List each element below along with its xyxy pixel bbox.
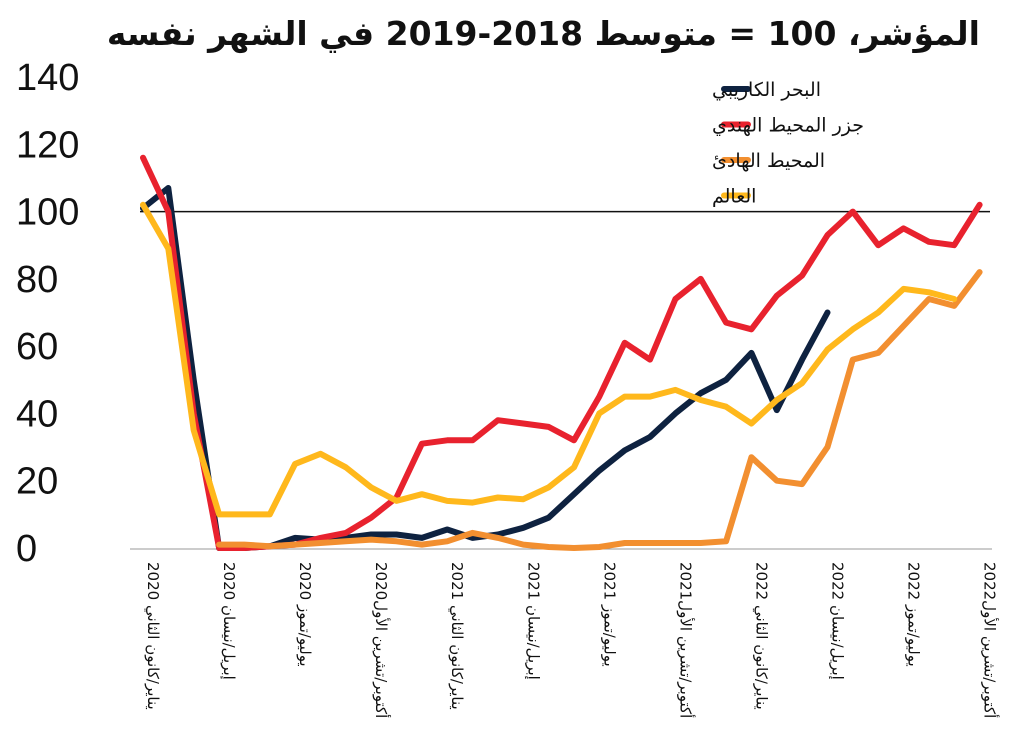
- y-tick-label: 120: [16, 124, 79, 166]
- x-tick-label: أكتوبر/تشرين الأول2020: [372, 562, 391, 718]
- legend-label: المحيط الهادئ: [712, 150, 825, 172]
- y-axis: 0 20 40 60 80 100 120 140: [16, 57, 79, 570]
- x-tick-label: أكتوبر/تشرين الأول2021: [676, 562, 695, 718]
- x-tick-label: إبريل/نيسان 2020: [220, 562, 238, 680]
- chart-title: المؤشر، 100 = متوسط 2018-2019 في الشهر ن…: [106, 14, 980, 53]
- y-tick-label: 20: [16, 461, 58, 503]
- legend-label: البحر الكاريبي: [712, 79, 821, 101]
- legend-label: العالم: [712, 186, 756, 208]
- series-line: [140, 185, 831, 551]
- series-line: [216, 269, 983, 551]
- y-tick-label: 60: [16, 326, 58, 368]
- y-tick-label: 100: [16, 192, 79, 234]
- x-tick-label: يوليو/تموز 2022: [905, 562, 923, 667]
- x-tick-label: يناير/كانون الثاني 2021: [447, 562, 466, 710]
- x-tick-label: يناير/كانون الثاني 2020: [143, 562, 162, 710]
- series-line: [140, 201, 958, 518]
- y-tick-label: 40: [16, 393, 58, 435]
- legend-label: جزر المحيط الهندي: [712, 115, 864, 137]
- legend: البحر الكاريبي جزر المحيط الهندي المحيط ال…: [712, 79, 864, 208]
- x-tick-label: إبريل/نيسان 2022: [828, 562, 846, 680]
- x-axis: يناير/كانون الثاني 2020 إبريل/نيسان 2020 ي…: [130, 548, 1000, 718]
- x-tick-label: إبريل/نيسان 2021: [524, 562, 542, 680]
- x-tick-label: يوليو/تموز 2021: [600, 562, 618, 667]
- x-tick-label: يناير/كانون الثاني 2022: [751, 562, 770, 710]
- series-layer: [140, 154, 983, 551]
- series-line: [140, 154, 983, 551]
- y-tick-label: 0: [16, 528, 37, 570]
- x-tick-label: أكتوبر/تشرين الأول2022: [981, 562, 1000, 718]
- y-tick-label: 80: [16, 259, 58, 301]
- x-tick-label: يوليو/تموز 2020: [296, 562, 314, 667]
- y-tick-label: 140: [16, 57, 79, 99]
